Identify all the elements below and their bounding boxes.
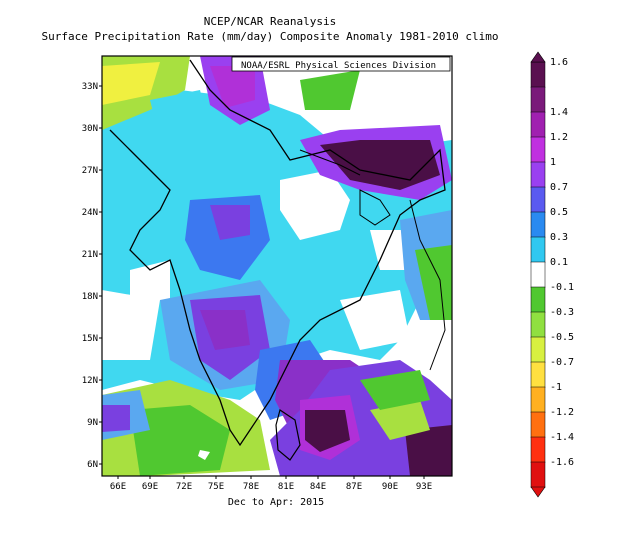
colorbar-label: -0.3: [550, 307, 574, 318]
cyan-west: [102, 200, 170, 280]
colorbar-label: -1.2: [550, 407, 574, 418]
colorbar-label: 0.1: [550, 257, 568, 268]
bangladesh-border: [359, 189, 391, 226]
violet-southwest: [102, 405, 130, 432]
purple-south: [200, 310, 250, 350]
lat-label: 33N: [82, 82, 98, 92]
southeast-dark-purple: [405, 425, 452, 476]
colorbar-swatch: [530, 136, 546, 163]
colorbar-label: 1.2: [550, 132, 568, 143]
lon-label: 90E: [382, 482, 398, 492]
colorbar-swatch: [530, 361, 546, 388]
colorbar-label: 0.5: [550, 207, 568, 218]
longitude-axis: 66E 69E 72E 75E 78E 81E 84E 87E 90E 93E: [110, 476, 432, 492]
colorbar-label: -1.6: [550, 457, 574, 468]
colorbar-label: 0.3: [550, 232, 568, 243]
lon-label: 72E: [176, 482, 192, 492]
lat-label: 12N: [82, 376, 98, 386]
title-line-2: Surface Precipitation Rate (mm/day) Comp…: [41, 30, 499, 43]
lat-label: 15N: [82, 334, 98, 344]
lat-label: 30N: [82, 124, 98, 134]
green-bay: [360, 370, 430, 410]
colorbar-label: -0.7: [550, 357, 574, 368]
colorbar-label: 0.7: [550, 182, 568, 193]
green-east: [415, 245, 452, 320]
lon-label: 84E: [310, 482, 326, 492]
colorbar-swatch: [530, 311, 546, 338]
colorbar-swatch: [530, 61, 546, 88]
lat-label: 9N: [87, 418, 98, 428]
lat-label: 18N: [82, 292, 98, 302]
colorbar-label: -0.5: [550, 332, 574, 343]
colorbar-label: -0.1: [550, 282, 574, 293]
colorbar-swatch: [530, 386, 546, 413]
lat-label: 21N: [82, 250, 98, 260]
period-subtitle: Dec to Apr: 2015: [228, 497, 324, 508]
magenta-north: [210, 66, 255, 108]
nepal-border: [299, 149, 361, 176]
colorbar: 1.6 1.4 1.2 1 0.7 0.5 0.3 0.1 -0.1 -0.3 -0.5 -0.7 -1…: [530, 51, 574, 498]
lat-label: 6N: [87, 460, 98, 470]
colorbar-swatch: [530, 461, 546, 488]
white-patch-south: [198, 450, 210, 460]
white-patch-2: [130, 260, 170, 300]
plot-frame: [101, 55, 453, 477]
colorbar-swatch: [530, 161, 546, 188]
lat-label: 24N: [82, 208, 98, 218]
title-line-1: NCEP/NCAR Reanalysis: [203, 15, 337, 28]
colorbar-swatch: [530, 111, 546, 138]
colorbar-swatch: [530, 211, 546, 238]
green-northeast: [300, 70, 360, 110]
violet-central: [210, 205, 250, 240]
colorbar-bottom-arrow: [530, 486, 546, 498]
credit-label: NOAA/ESRL Physical Sciences Division: [241, 61, 436, 71]
colorbar-swatch: [530, 261, 546, 288]
southeast-green: [370, 400, 430, 440]
lon-label: 66E: [110, 482, 126, 492]
colorbar-swatch: [530, 411, 546, 438]
colorbar-swatch: [530, 286, 546, 313]
white-patch-3: [102, 290, 160, 360]
colorbar-top-arrow: [530, 51, 546, 63]
latitude-axis: 33N 30N 27N 24N 21N 18N 15N 12N 9N 6N: [82, 82, 102, 470]
colorbar-label: -1: [550, 382, 562, 393]
colorbar-swatch: [530, 336, 546, 363]
myanmar-border: [409, 199, 446, 371]
colorbar-swatch: [530, 436, 546, 463]
lon-label: 87E: [346, 482, 362, 492]
precipitation-field: [102, 56, 452, 476]
colorbar-label: 1: [550, 157, 556, 168]
credit-box: [231, 56, 451, 72]
yellow-northwest: [102, 62, 160, 105]
lon-label: 81E: [278, 482, 294, 492]
colorbar-swatch: [530, 86, 546, 113]
colorbar-swatch: [530, 186, 546, 213]
colorbar-swatch: [530, 236, 546, 263]
dark-purple-east: [320, 140, 440, 190]
lon-label: 78E: [243, 482, 259, 492]
sri-lanka-outline: [275, 409, 301, 461]
white-patch-1: [280, 170, 350, 240]
lat-label: 27N: [82, 166, 98, 176]
india-coastline: [109, 59, 446, 447]
lon-label: 93E: [416, 482, 432, 492]
colorbar-label: -1.4: [550, 432, 574, 443]
lon-label: 75E: [208, 482, 224, 492]
colorbar-label: 1.6: [550, 57, 568, 68]
bay-dark-purple: [305, 410, 350, 452]
colorbar-label: 1.4: [550, 107, 568, 118]
cyan-northwest: [150, 90, 210, 140]
white-patch-4: [340, 290, 410, 350]
lon-label: 69E: [142, 482, 158, 492]
